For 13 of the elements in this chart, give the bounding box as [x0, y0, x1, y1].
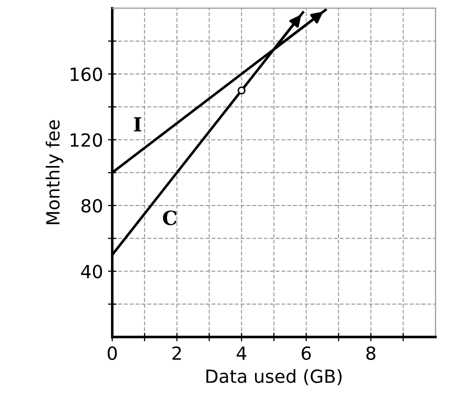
- y-tick-label: 40: [81, 264, 102, 278]
- x-tick-label: 4: [236, 346, 246, 360]
- x-tick-label: 8: [366, 346, 376, 360]
- x-axis-title: Data used (GB): [206, 369, 342, 386]
- y-tick-label: 160: [70, 67, 102, 82]
- x-tick-label: 6: [302, 346, 311, 360]
- x-tick-label: 0: [108, 346, 117, 360]
- series-label: I: [134, 117, 142, 132]
- y-axis-title: Monthly fee: [46, 120, 64, 224]
- series-label: C: [162, 210, 177, 226]
- y-tick-label: 120: [70, 133, 102, 147]
- y-tick-label: 80: [81, 198, 102, 213]
- x-tick-label: 2: [172, 346, 181, 360]
